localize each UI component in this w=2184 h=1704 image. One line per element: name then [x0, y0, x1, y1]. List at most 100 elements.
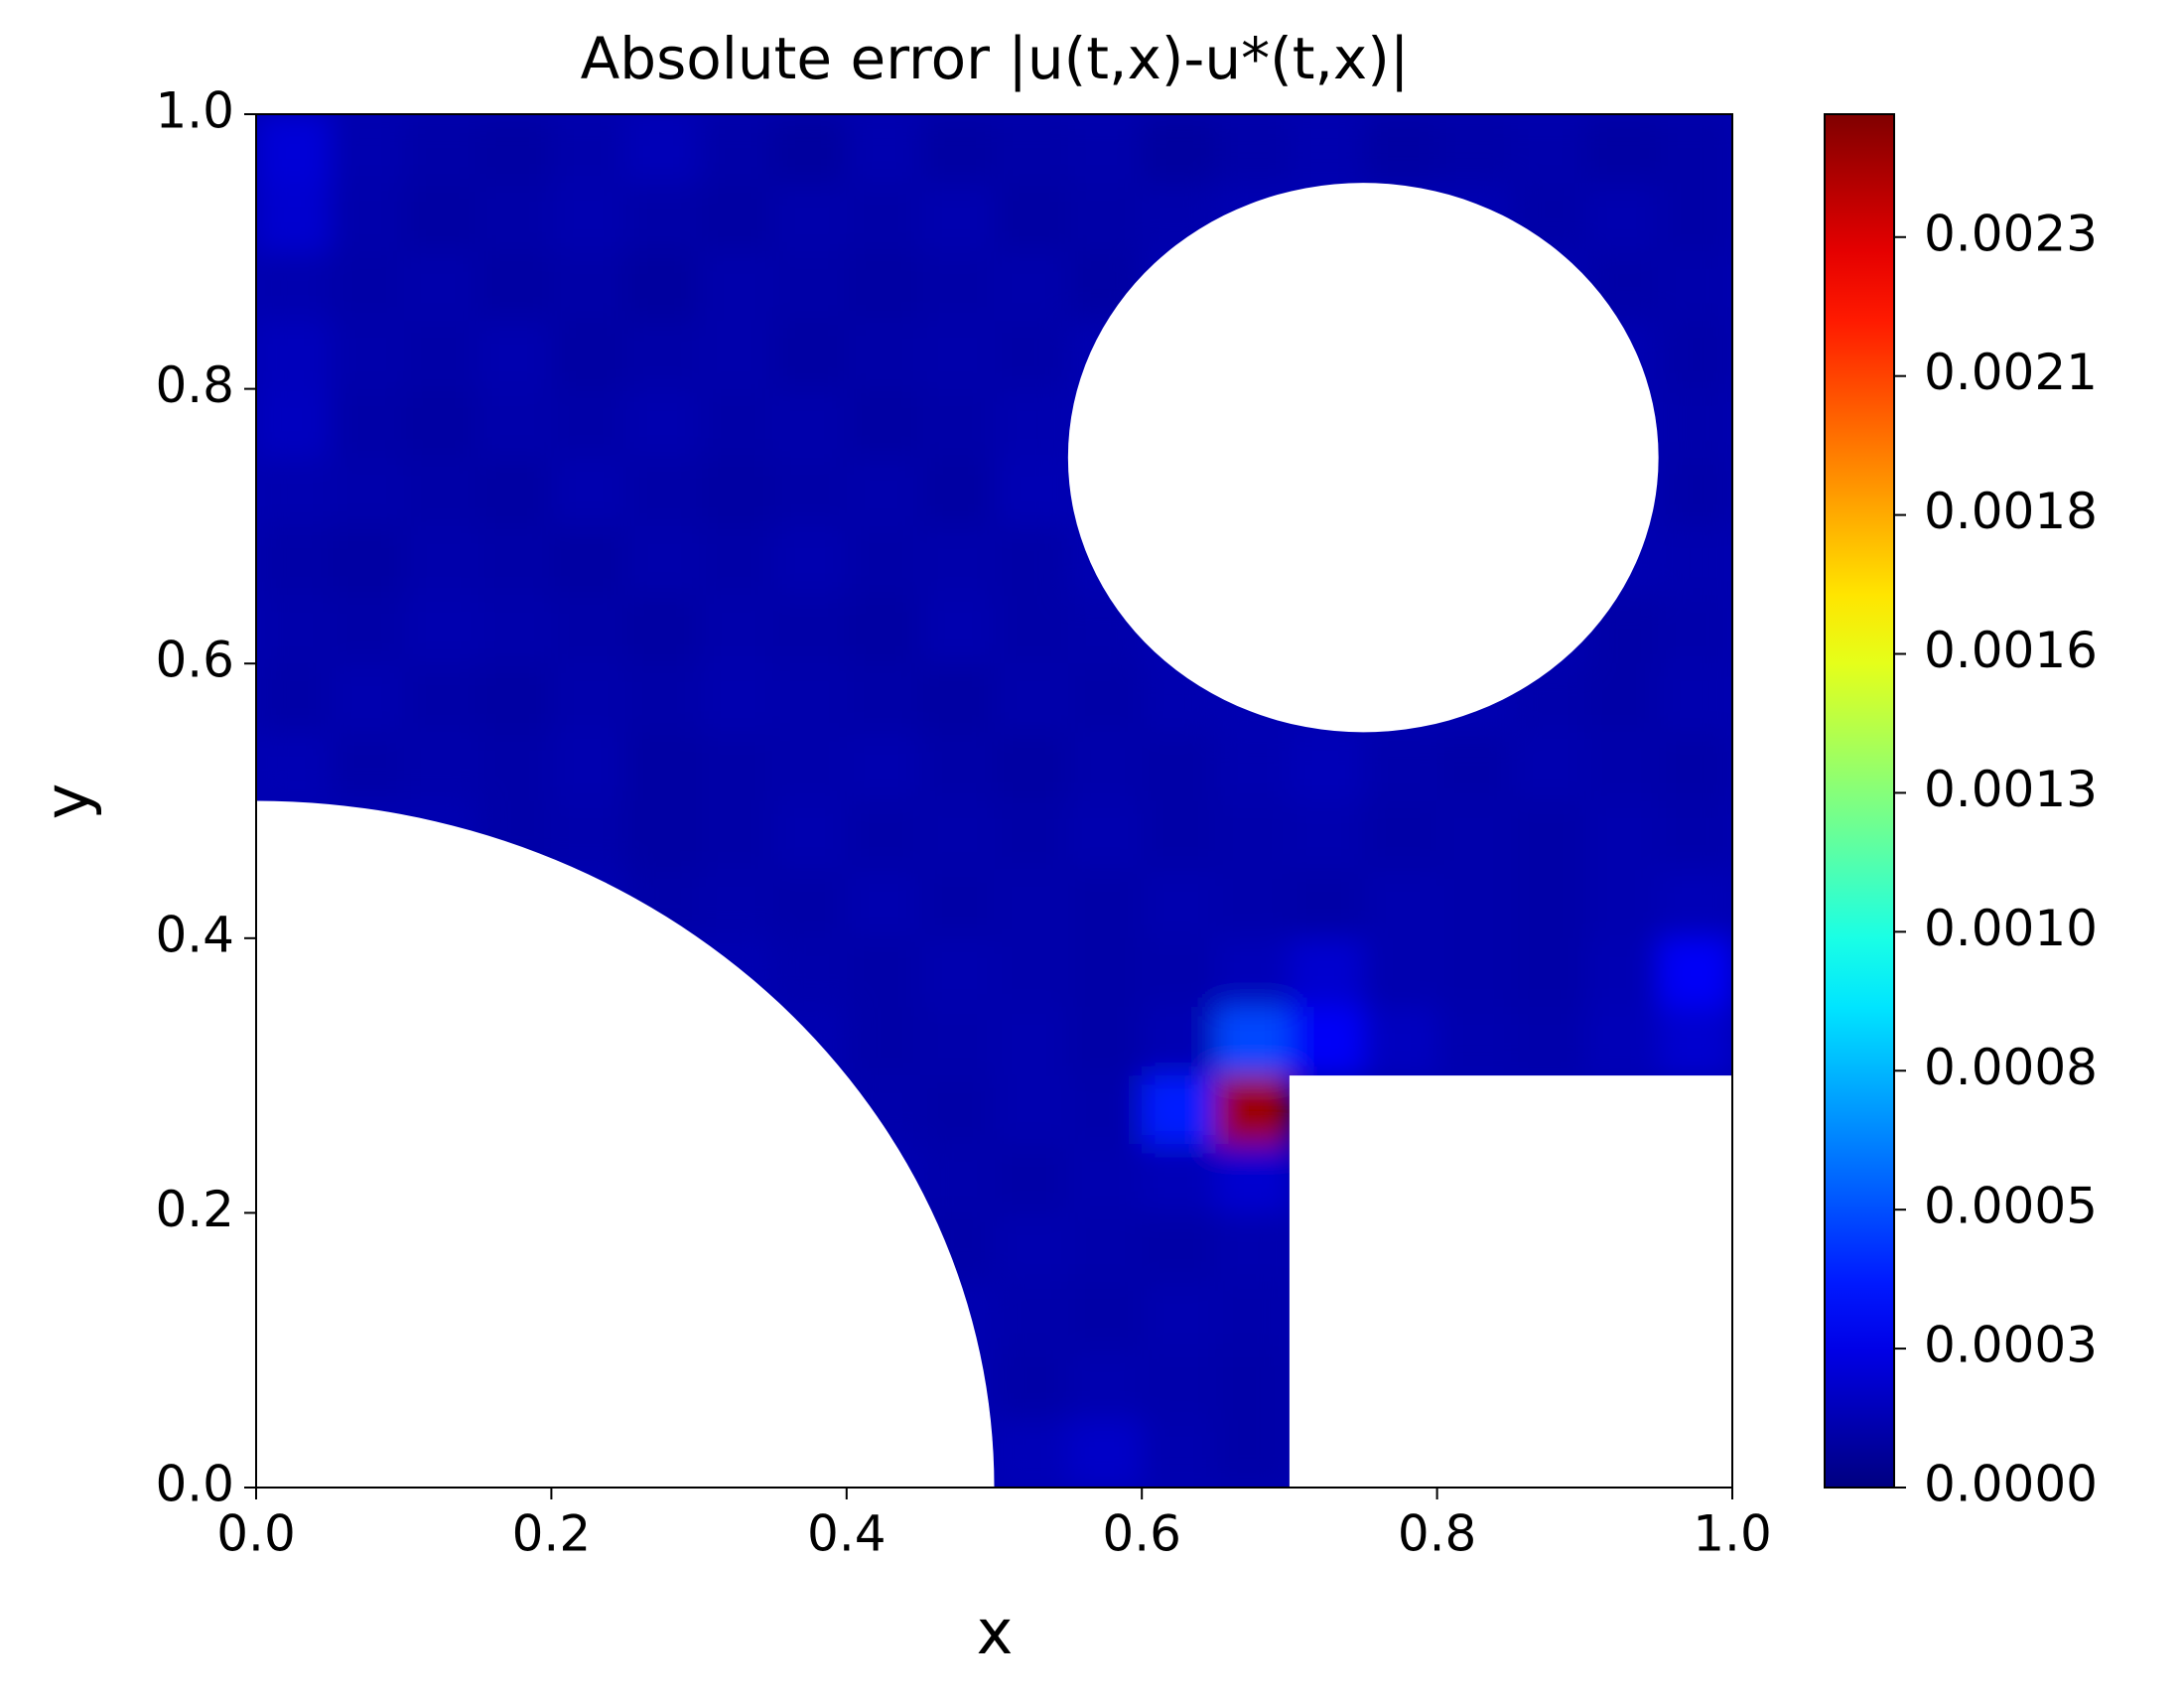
heatmap-cell — [1142, 1144, 1217, 1213]
heatmap-cell — [994, 320, 1069, 390]
heatmap-cell — [772, 663, 848, 733]
heatmap-cell — [772, 869, 848, 939]
heatmap-cell — [994, 595, 1069, 664]
heatmap-cell — [1142, 1212, 1217, 1283]
heatmap-cell — [1067, 1418, 1143, 1488]
heatmap-cell — [478, 251, 552, 321]
heatmap-cell — [1142, 800, 1217, 871]
heatmap-cell — [403, 732, 478, 801]
heatmap-cell — [330, 663, 405, 733]
heatmap-cell — [551, 114, 626, 184]
heatmap-cell — [1658, 457, 1732, 527]
heatmap-cell — [1215, 1418, 1291, 1488]
heatmap-cell — [1215, 869, 1291, 939]
heatmap-cell — [624, 388, 700, 459]
heatmap-cell — [1289, 732, 1364, 801]
heatmap-cell — [330, 114, 405, 184]
heatmap-cell — [1215, 114, 1291, 184]
heatmap-cell — [551, 320, 626, 390]
heatmap-cell — [994, 1281, 1069, 1351]
heatmap-cell — [699, 732, 773, 801]
heatmap-cell — [1289, 869, 1364, 939]
heatmap-cell — [403, 251, 478, 321]
x-tick-label: 0.2 — [512, 1505, 592, 1563]
colorbar-tick-label: 0.0016 — [1924, 622, 2098, 679]
heatmap-cell — [699, 388, 773, 459]
heatmap-cell — [1142, 1075, 1217, 1145]
heatmap-cell — [1142, 1418, 1217, 1488]
heatmap-cell — [920, 732, 995, 801]
heatmap-cell — [330, 183, 405, 252]
heatmap-cell — [624, 525, 700, 596]
heatmap-cell — [624, 595, 700, 664]
heatmap-cell — [1215, 800, 1291, 871]
heatmap-cell — [772, 388, 848, 459]
heatmap-cell — [772, 320, 848, 390]
heatmap-cell — [1067, 1212, 1143, 1283]
heatmap-cell — [699, 595, 773, 664]
heatmap-cell — [1289, 937, 1364, 1008]
heatmap-cell — [846, 388, 921, 459]
heatmap-cell — [699, 114, 773, 184]
colorbar-tick-label: 0.0013 — [1924, 761, 2098, 818]
heatmap-cell — [1142, 869, 1217, 939]
heatmap-cell — [1067, 732, 1143, 801]
heatmap-cell — [1436, 937, 1512, 1008]
heatmap-cell — [1658, 800, 1732, 871]
heatmap-cell — [846, 663, 921, 733]
heatmap-cell — [1067, 1075, 1143, 1145]
heatmap-cell — [1215, 1349, 1291, 1420]
heatmap-cell — [1436, 732, 1512, 801]
heatmap-cell — [624, 457, 700, 527]
heatmap-cell — [846, 732, 921, 801]
heatmap-cell — [1658, 251, 1732, 321]
heatmap-cell — [920, 525, 995, 596]
heatmap-cell — [551, 800, 626, 871]
heatmap-cell — [846, 320, 921, 390]
heatmap-cell — [1584, 1006, 1660, 1076]
heatmap-cell — [920, 320, 995, 390]
heatmap-cell — [1510, 869, 1585, 939]
heatmap-cell — [1584, 183, 1660, 252]
heatmap-cell — [624, 251, 700, 321]
y-tick-label: 0.6 — [155, 632, 234, 689]
heatmap-cell — [1363, 1006, 1438, 1076]
heatmap-cell — [1584, 869, 1660, 939]
heatmap-cell — [994, 1144, 1069, 1213]
heatmap-cell — [1215, 1144, 1291, 1213]
heatmap-cell — [846, 800, 921, 871]
heatmap-cell — [994, 800, 1069, 871]
heatmap-cell — [1510, 937, 1585, 1008]
heatmap-cell — [920, 1075, 995, 1145]
y-tick-label: 0.2 — [155, 1181, 234, 1238]
y-tick-label: 0.8 — [155, 356, 234, 414]
domain-hole — [256, 800, 995, 1488]
heatmap-cell — [994, 1006, 1069, 1076]
heatmap-cell — [1363, 937, 1438, 1008]
heatmap-cell — [403, 388, 478, 459]
heatmap-cell — [1658, 1006, 1732, 1076]
heatmap-cell — [256, 595, 331, 664]
heatmap-cell — [1067, 1144, 1143, 1213]
heatmap-cells — [256, 114, 1732, 1488]
heatmap-cell — [551, 525, 626, 596]
heatmap-cell — [1142, 1349, 1217, 1420]
heatmap-cell — [478, 525, 552, 596]
heatmap-cell — [478, 320, 552, 390]
x-tick-label: 0.8 — [1398, 1505, 1477, 1563]
heatmap-cell — [403, 457, 478, 527]
heatmap-cell — [1215, 732, 1291, 801]
heatmap-cell — [920, 663, 995, 733]
heatmap-cell — [330, 595, 405, 664]
colorbar-tick-label: 0.0003 — [1924, 1317, 2098, 1374]
heatmap-cell — [920, 1144, 995, 1213]
heatmap-cell — [1584, 937, 1660, 1008]
heatmap-cell — [994, 183, 1069, 252]
heatmap-cell — [846, 595, 921, 664]
heatmap-cell — [994, 114, 1069, 184]
heatmap-cell — [846, 525, 921, 596]
heatmap-cell — [994, 1418, 1069, 1488]
heatmap-cell — [994, 937, 1069, 1008]
heatmap-cell — [624, 663, 700, 733]
heatmap-cell — [920, 869, 995, 939]
